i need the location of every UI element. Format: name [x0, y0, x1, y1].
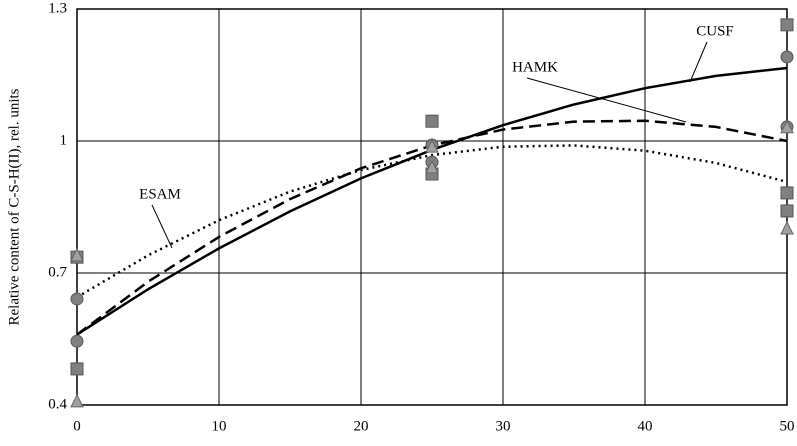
y-tick-label: 0.4 [48, 396, 67, 412]
marker-square [425, 114, 439, 128]
curve-label: HAMK [512, 59, 558, 75]
x-tick-label: 0 [73, 418, 81, 434]
leader-line [689, 41, 708, 83]
x-tick-label: 40 [638, 418, 653, 434]
leader-line [526, 77, 687, 123]
y-axis-label: Relative content of C-S-H(II), rel. unit… [6, 88, 22, 325]
curve-label: CUSF [696, 23, 734, 39]
marker-square [780, 204, 794, 218]
marker-circle [70, 292, 84, 306]
curve [76, 144, 788, 299]
x-tick-label: 50 [780, 418, 795, 434]
curve-label: ESAM [139, 186, 181, 202]
marker-triangle [70, 393, 84, 408]
curve [76, 119, 788, 336]
y-tick-label: 1 [60, 132, 68, 148]
marker-triangle [780, 119, 794, 134]
x-tick-label: 20 [354, 418, 369, 434]
marker-triangle [425, 139, 439, 153]
marker-triangle [70, 247, 84, 262]
marker-square [780, 186, 794, 200]
marker-triangle [780, 220, 794, 235]
marker-square [780, 18, 794, 32]
marker-square [70, 362, 84, 376]
x-tick-label: 10 [212, 418, 227, 434]
marker-circle [70, 334, 84, 348]
x-tick-label: 30 [496, 418, 511, 434]
y-tick-label: 1.3 [48, 0, 67, 16]
marker-triangle [425, 159, 439, 174]
curve [76, 66, 788, 336]
leader-line [151, 204, 173, 249]
plot-frame [76, 8, 788, 406]
marker-circle [780, 50, 794, 64]
y-tick-label: 0.7 [48, 264, 67, 280]
